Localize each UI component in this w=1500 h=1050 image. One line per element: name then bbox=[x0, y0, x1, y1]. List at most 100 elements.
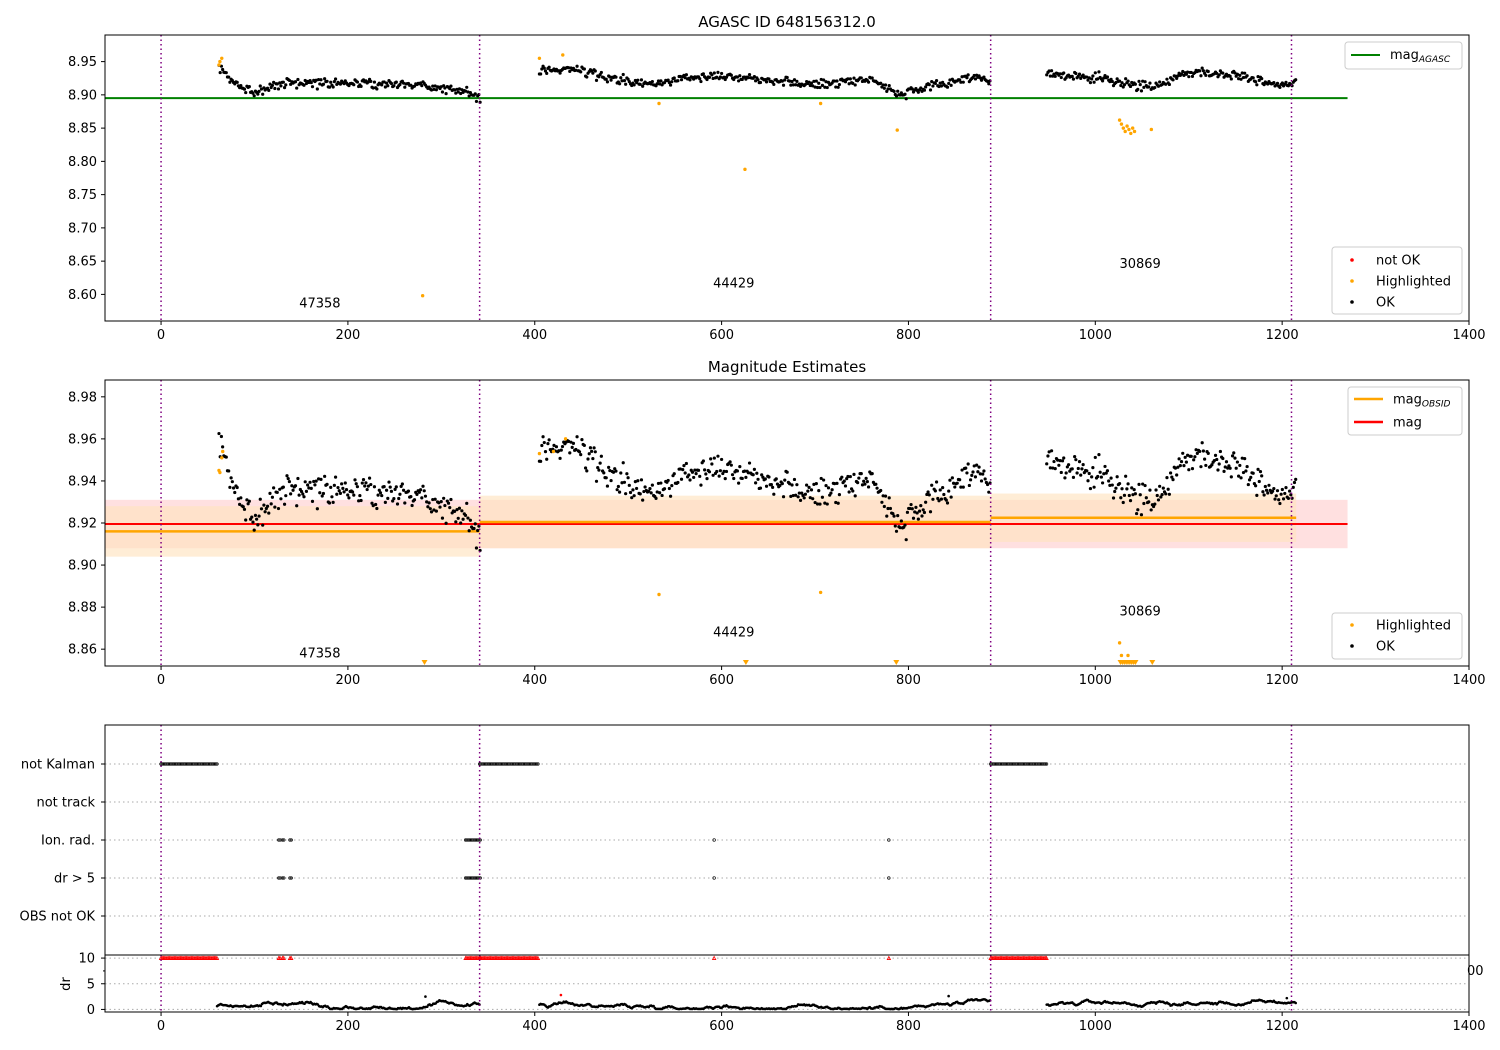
ok-point bbox=[604, 77, 608, 81]
flag-marker bbox=[277, 838, 281, 842]
ok-point bbox=[393, 487, 397, 491]
ok-point bbox=[583, 466, 588, 470]
ok-point bbox=[303, 78, 307, 83]
highlighted-point bbox=[217, 63, 221, 67]
ok-point bbox=[886, 87, 890, 91]
ok-point bbox=[259, 87, 264, 91]
ok-point bbox=[1266, 491, 1270, 495]
ok-point bbox=[1229, 475, 1233, 479]
ok-point bbox=[460, 509, 464, 513]
ok-point bbox=[307, 486, 311, 490]
ok-point bbox=[265, 504, 270, 508]
ok-point bbox=[808, 83, 812, 88]
ok-point bbox=[953, 485, 957, 489]
ok-point bbox=[621, 461, 625, 465]
ok-point bbox=[707, 470, 712, 474]
ok-point bbox=[619, 76, 623, 80]
ok-point bbox=[593, 450, 597, 454]
ok-point bbox=[1228, 74, 1232, 78]
ok-point bbox=[772, 492, 776, 496]
ok-point bbox=[621, 72, 625, 77]
ok-point bbox=[1291, 485, 1295, 490]
ok-point bbox=[780, 79, 784, 83]
highlighted-point bbox=[563, 437, 568, 441]
ok-point bbox=[1181, 451, 1185, 455]
ok-point bbox=[654, 496, 658, 500]
ok-point bbox=[807, 485, 811, 489]
flag-marker bbox=[887, 838, 891, 842]
ok-point bbox=[331, 85, 335, 89]
ok-point bbox=[1271, 489, 1275, 493]
ok-point bbox=[812, 79, 816, 83]
ok-point bbox=[574, 447, 578, 452]
ok-point bbox=[287, 78, 292, 83]
ok-point bbox=[678, 74, 682, 79]
ok-point bbox=[951, 481, 956, 485]
ok-point bbox=[354, 482, 358, 486]
ok-point bbox=[960, 75, 964, 79]
ok-point bbox=[1053, 467, 1057, 471]
ok-point bbox=[1128, 499, 1133, 503]
ok-point bbox=[949, 83, 953, 87]
ok-point bbox=[720, 71, 724, 76]
flag-marker bbox=[535, 762, 539, 766]
ok-point bbox=[1122, 493, 1127, 497]
ok-point bbox=[851, 489, 855, 493]
ok-point bbox=[942, 492, 946, 497]
ok-point bbox=[752, 74, 756, 79]
ok-point bbox=[1257, 479, 1261, 484]
ok-point bbox=[711, 76, 715, 81]
ok-point bbox=[1076, 466, 1080, 471]
highlighted-point bbox=[657, 592, 661, 597]
ok-point bbox=[947, 489, 951, 493]
ok-point bbox=[655, 490, 659, 494]
ok-point bbox=[754, 481, 758, 485]
ok-point bbox=[941, 486, 945, 490]
highlighted-point bbox=[895, 128, 899, 132]
ok-point bbox=[313, 483, 317, 487]
ok-point bbox=[636, 479, 640, 483]
ok-point bbox=[774, 477, 778, 481]
ok-point bbox=[880, 500, 884, 504]
ok-point bbox=[791, 493, 795, 498]
ok-point bbox=[792, 78, 797, 82]
flag-marker bbox=[288, 876, 292, 880]
ok-point bbox=[219, 434, 224, 439]
ok-point bbox=[1254, 484, 1258, 488]
legend-mag-main: mag bbox=[1393, 393, 1422, 408]
ok-point bbox=[448, 505, 452, 510]
ok-point bbox=[927, 493, 931, 497]
ok-point bbox=[251, 91, 255, 95]
ok-point bbox=[541, 435, 545, 439]
ok-point bbox=[1139, 513, 1144, 517]
ok-point bbox=[579, 70, 583, 74]
dr-point bbox=[1294, 1001, 1297, 1005]
ok-point bbox=[1144, 496, 1148, 500]
ok-point bbox=[275, 82, 279, 86]
ok-point bbox=[856, 481, 860, 485]
ok-point bbox=[883, 494, 888, 498]
ok-point bbox=[1240, 71, 1244, 75]
ok-point bbox=[588, 446, 593, 450]
clipped-highlighted-marker bbox=[421, 660, 428, 665]
ok-point bbox=[870, 76, 874, 80]
ok-point bbox=[698, 77, 702, 81]
ok-point bbox=[627, 483, 631, 487]
ok-point bbox=[1221, 456, 1225, 461]
ok-point bbox=[1070, 467, 1074, 471]
ok-point bbox=[1192, 458, 1196, 462]
ok-point bbox=[376, 493, 380, 497]
ok-point bbox=[913, 510, 917, 514]
plot-area-dr: 0 200 400 600 800 1000 1200 1400 0 5 10 dr 00 bbox=[59, 952, 1486, 1034]
ok-point bbox=[763, 477, 767, 481]
ok-point bbox=[575, 64, 579, 68]
ok-point bbox=[545, 457, 549, 461]
ok-point bbox=[1189, 454, 1193, 458]
ok-point bbox=[347, 496, 351, 500]
ok-point bbox=[1091, 466, 1095, 470]
ok-point bbox=[1059, 470, 1063, 475]
ok-point bbox=[255, 517, 259, 521]
ok-point bbox=[1227, 464, 1231, 468]
ok-point bbox=[1234, 466, 1238, 470]
ok-point bbox=[343, 481, 347, 485]
